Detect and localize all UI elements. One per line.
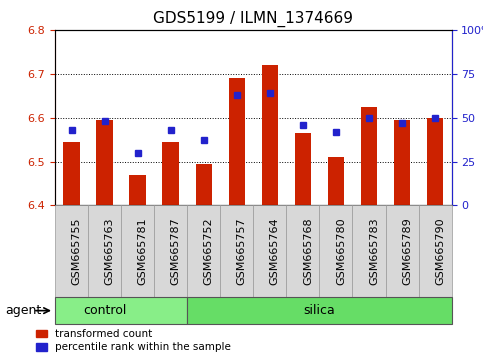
Bar — [361, 107, 377, 205]
Text: GDS5199 / ILMN_1374669: GDS5199 / ILMN_1374669 — [153, 11, 354, 27]
Text: control: control — [83, 304, 127, 317]
Text: agent: agent — [5, 304, 41, 317]
FancyBboxPatch shape — [154, 205, 187, 297]
Bar — [129, 175, 146, 205]
FancyBboxPatch shape — [220, 205, 253, 297]
FancyBboxPatch shape — [419, 205, 452, 297]
Text: GSM665787: GSM665787 — [170, 217, 181, 285]
Bar — [262, 65, 278, 205]
Text: GSM665755: GSM665755 — [71, 218, 82, 285]
FancyBboxPatch shape — [187, 205, 220, 297]
Text: GSM665763: GSM665763 — [105, 218, 114, 285]
FancyBboxPatch shape — [286, 205, 319, 297]
Text: GSM665780: GSM665780 — [336, 217, 346, 285]
FancyBboxPatch shape — [253, 205, 286, 297]
FancyBboxPatch shape — [55, 297, 187, 324]
Text: GSM665752: GSM665752 — [204, 217, 214, 285]
FancyBboxPatch shape — [88, 205, 121, 297]
Text: GSM665789: GSM665789 — [402, 217, 412, 285]
Legend: transformed count, percentile rank within the sample: transformed count, percentile rank withi… — [36, 329, 231, 352]
FancyBboxPatch shape — [187, 297, 452, 324]
FancyBboxPatch shape — [319, 205, 353, 297]
Bar — [295, 133, 311, 205]
Text: GSM665781: GSM665781 — [138, 217, 148, 285]
Bar — [97, 120, 113, 205]
Text: GSM665790: GSM665790 — [435, 217, 445, 285]
Text: GSM665757: GSM665757 — [237, 217, 247, 285]
Bar — [327, 157, 344, 205]
Bar — [427, 118, 443, 205]
Text: GSM665783: GSM665783 — [369, 217, 379, 285]
Text: GSM665764: GSM665764 — [270, 217, 280, 285]
FancyBboxPatch shape — [353, 205, 385, 297]
Bar — [394, 120, 410, 205]
Bar — [228, 78, 245, 205]
Bar — [162, 142, 179, 205]
Text: silica: silica — [303, 304, 335, 317]
FancyBboxPatch shape — [121, 205, 154, 297]
FancyBboxPatch shape — [55, 205, 88, 297]
Bar — [63, 142, 80, 205]
Text: GSM665768: GSM665768 — [303, 217, 313, 285]
FancyBboxPatch shape — [385, 205, 419, 297]
Bar — [196, 164, 212, 205]
